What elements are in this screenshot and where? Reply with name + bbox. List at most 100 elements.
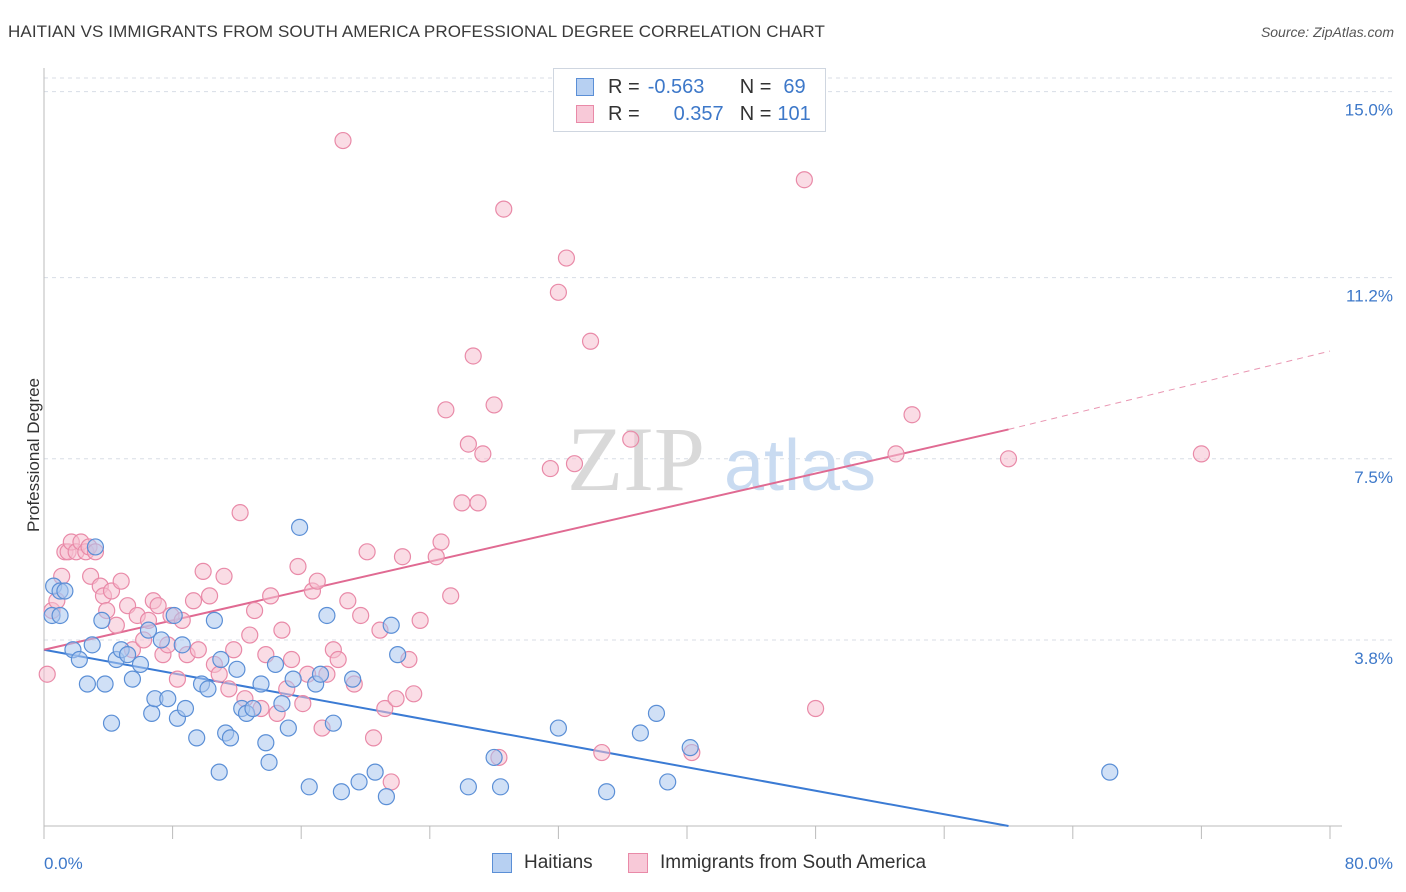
data-point-south-america (795, 171, 813, 189)
data-point-haitians (83, 636, 101, 654)
data-point-south-america (469, 494, 487, 512)
data-point-haitians (491, 778, 510, 796)
x-tick-label-min: 0.0% (44, 854, 83, 873)
data-point-south-america (442, 587, 460, 605)
data-point-south-america (282, 650, 301, 669)
data-point-haitians (324, 714, 342, 732)
data-point-south-america (38, 665, 56, 683)
data-point-south-america (427, 548, 445, 566)
data-point-south-america (329, 650, 347, 669)
data-point-haitians (70, 650, 88, 669)
data-point-haitians (273, 694, 291, 713)
data-point-haitians (86, 538, 105, 556)
data-point-south-america (541, 459, 559, 478)
data-point-south-america (1192, 445, 1211, 463)
data-point-haitians (188, 729, 206, 747)
y-tick-label: 7.5% (1354, 468, 1393, 487)
data-point-south-america (405, 685, 423, 703)
data-point-haitians (199, 680, 217, 698)
data-point-south-america (432, 533, 450, 551)
legend-swatch-south-america (576, 105, 594, 123)
legend-swatch-haitians (576, 78, 594, 96)
data-point-south-america (411, 611, 429, 629)
data-point-south-america (593, 743, 611, 762)
data-point-south-america (262, 587, 280, 605)
data-point-south-america (887, 445, 905, 463)
data-point-haitians (139, 621, 158, 639)
data-point-south-america (308, 572, 326, 590)
data-point-haitians (165, 606, 183, 625)
data-point-south-america (622, 430, 640, 448)
data-point-haitians (389, 646, 407, 664)
data-point-south-america (485, 396, 503, 414)
data-point-south-america (376, 699, 394, 718)
data-point-south-america (241, 626, 259, 644)
data-point-south-america (200, 587, 219, 605)
trend-line-extension-south-america (1008, 350, 1331, 430)
series-legend-haitians: Haitians (492, 852, 593, 874)
data-point-haitians (382, 616, 400, 634)
data-point-haitians (257, 734, 275, 752)
data-point-south-america (495, 200, 513, 218)
data-point-haitians (131, 655, 150, 674)
series-legend-swatch-haitians (492, 853, 512, 873)
data-point-haitians (93, 611, 111, 629)
data-point-south-america (464, 347, 482, 365)
data-point-south-america (459, 435, 477, 453)
series-haitians (43, 518, 1119, 806)
data-point-south-america (393, 548, 412, 566)
data-point-south-america (903, 406, 921, 424)
data-point-haitians (318, 606, 336, 625)
chart-title: HAITIAN VS IMMIGRANTS FROM SOUTH AMERICA… (8, 22, 825, 41)
data-point-haitians (159, 690, 177, 708)
data-point-south-america (453, 494, 471, 512)
data-point-haitians (123, 670, 142, 688)
data-point-haitians (332, 783, 350, 801)
data-point-south-america (289, 557, 307, 576)
legend-r-value-haitians: -0.563 (647, 75, 705, 98)
data-point-south-america (107, 616, 125, 634)
data-point-south-america (364, 729, 383, 747)
data-point-haitians (96, 675, 114, 693)
data-point-haitians (51, 606, 69, 625)
legend-n-label: N = (739, 102, 772, 125)
data-point-haitians (176, 699, 195, 718)
y-tick-label: 11.2% (1346, 287, 1393, 306)
data-point-haitians (266, 655, 285, 674)
data-point-south-america (339, 592, 357, 610)
correlation-legend: R = -0.563 N = 69 R = 0.357 N = 101 (553, 68, 826, 132)
watermark-atlas: atlas (724, 426, 876, 506)
data-point-south-america (194, 562, 212, 581)
legend-n-value-haitians: 69 (783, 75, 806, 98)
data-point-haitians (659, 773, 677, 791)
data-point-haitians (279, 719, 297, 737)
y-tick-label: 15.0% (1345, 101, 1393, 120)
y-axis-label: Professional Degree (24, 377, 43, 533)
source-label: Source: ZipAtlas.com (1260, 24, 1394, 40)
legend-row-haitians: R = -0.563 N = 69 (576, 74, 806, 100)
series-legend-swatch-south-america (628, 853, 648, 873)
series-legend: Haitians Immigrants from South America (0, 852, 1406, 878)
data-point-haitians (143, 704, 161, 722)
legend-r-value-south-america: 0.357 (673, 102, 724, 125)
data-point-south-america (581, 332, 600, 350)
gridlines (44, 77, 1392, 641)
data-point-south-america (565, 455, 584, 473)
data-point-haitians (212, 650, 230, 669)
data-point-haitians (681, 739, 699, 757)
data-point-haitians (244, 699, 262, 718)
data-point-haitians (284, 670, 302, 688)
data-point-south-america (999, 450, 1018, 468)
legend-n-value-south-america: 101 (777, 102, 811, 125)
y-tick-labels: 3.8% 7.5% 11.2% 15.0% (1345, 101, 1393, 668)
axes (43, 68, 1342, 839)
data-point-south-america (273, 621, 291, 639)
data-point-haitians (311, 665, 330, 683)
data-point-haitians (56, 582, 74, 600)
data-point-south-america (352, 606, 370, 625)
data-point-south-america (245, 601, 264, 620)
legend-r-label: R = (608, 102, 640, 125)
data-point-south-america (231, 504, 249, 522)
data-point-haitians (260, 753, 278, 771)
